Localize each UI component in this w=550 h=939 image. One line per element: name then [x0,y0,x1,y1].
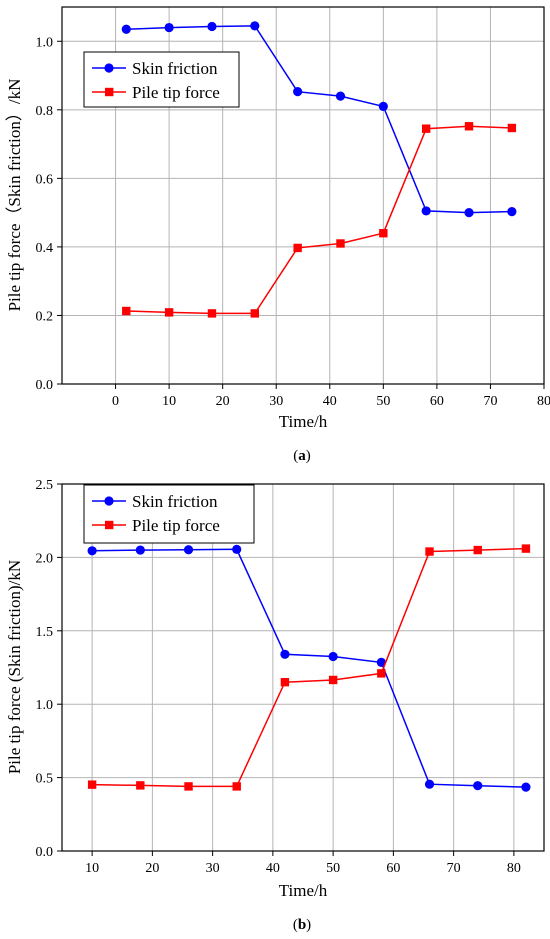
legend-marker-pile-tip-force [105,520,114,530]
pile-tip-force-point [164,308,174,317]
x-axis-title: Time/h [279,412,328,431]
x-tick-label: 80 [507,861,521,876]
skin-friction-line [126,25,512,214]
pile-tip-force-point [379,229,388,238]
y-tick-label: 0.4 [36,241,54,256]
pile-tip-force-point [425,547,434,556]
pile-tip-force-point [336,239,345,248]
skin-friction-point [335,91,346,101]
x-tick-label: 10 [85,861,99,876]
plot-frame [61,6,545,385]
x-tick-label: 20 [216,394,230,409]
legend: Skin friction Pile tip force [83,51,240,108]
pile-tip-force-point [521,544,531,553]
skin-friction-point [135,545,145,555]
pile-tip-force-point [421,124,431,133]
x-tick-label: 70 [447,861,461,876]
legend-marker-skin-friction [104,496,114,506]
x-tick-label: 30 [206,861,220,876]
x-tick-label: 50 [326,861,340,876]
x-tick-label: 60 [386,861,400,876]
plot-frame [61,483,545,852]
y-tick-label: 1.0 [36,698,54,713]
skin-friction-point [473,781,483,791]
skin-friction-point [232,544,242,554]
pile-tip-force-point [280,677,290,687]
x-tick-label: 0 [112,394,119,409]
skin-friction-point [293,87,303,97]
chart-b: 10 20 30 40 50 60 70 80 0.0 0.5 1.0 1.5 2.0 2.5 Time/h… [5,478,545,933]
pile-tip-force-point [464,122,474,131]
legend-label-skin-friction: Skin friction [132,59,218,78]
y-tick-label: 0.6 [36,172,54,187]
x-axis-title: Time/h [279,881,328,900]
skin-friction-point [328,651,338,662]
skin-friction-point [507,207,517,217]
legend-label-pile-tip-force: Pile tip force [132,83,220,102]
skin-friction-point [424,779,435,789]
y-tick-label: 1.0 [36,35,54,50]
y-tick-label: 0.2 [36,309,54,324]
skin-friction-point [250,21,260,31]
y-tick-label: 0.0 [36,845,54,860]
legend: Skin friction Pile tip force [83,484,255,544]
y-tick-label: 0.5 [36,772,54,787]
y-axis-title: Pile tip force（Skin friction）/kN [5,79,24,312]
x-tick-label: 70 [483,394,497,409]
figure-caption: (a) [293,448,311,464]
pile-tip-force-point [328,675,338,685]
skin-friction-point [207,21,217,32]
skin-friction-point [464,208,474,218]
pile-tip-force-point [293,243,302,253]
x-tick-label: 30 [269,394,283,409]
x-tick-label: 10 [162,394,176,409]
legend-label-pile-tip-force: Pile tip force [132,516,220,535]
skin-friction-point [87,546,97,556]
chart-a: 0 10 20 30 40 50 60 70 80 0.0 0.2 0.4 0.6 0.8 1.0 Time/… [5,6,550,464]
legend-marker-skin-friction [104,63,114,73]
legend-label-skin-friction: Skin friction [132,492,218,511]
y-tick-label: 2.0 [36,551,54,566]
skin-friction-point [121,24,131,34]
pile-tip-force-line [92,547,526,788]
pile-tip-force-point [250,309,259,318]
pile-tip-force-point [87,780,97,789]
skin-friction-point [164,22,174,33]
y-tick-label: 0.8 [36,104,54,119]
skin-friction-point [378,101,388,111]
y-tick-label: 0.0 [36,378,54,393]
pile-tip-force-point [377,669,386,678]
pile-tip-force-point [232,782,241,791]
pile-tip-force-point [136,781,145,790]
x-tick-label: 80 [537,394,550,409]
x-tick-label: 40 [323,394,337,409]
x-tick-label: 20 [145,861,159,876]
skin-friction-point [183,545,194,555]
skin-friction-line [92,548,526,788]
skin-friction-point [280,649,290,659]
skin-friction-point [521,782,531,792]
legend-marker-pile-tip-force [105,87,114,97]
x-tick-label: 60 [430,394,444,409]
x-tick-label: 40 [266,861,280,876]
y-axis-title: Pile tip force (Skin friction)/kN [5,560,24,774]
y-tick-label: 1.5 [36,625,54,640]
pile-tip-force-point [473,545,482,555]
y-tick-label: 2.5 [36,478,54,493]
pile-tip-force-point [507,123,517,133]
legend-box [83,51,240,108]
legend-box [83,484,255,544]
pile-tip-force-point [184,782,193,791]
skin-friction-point [421,206,431,216]
pile-tip-force-point [122,306,131,316]
skin-friction-point [376,657,386,667]
x-tick-label: 50 [376,394,390,409]
figure-caption: (b) [293,917,311,933]
pile-tip-force-point [207,309,217,318]
pile-tip-force-line [126,125,512,315]
